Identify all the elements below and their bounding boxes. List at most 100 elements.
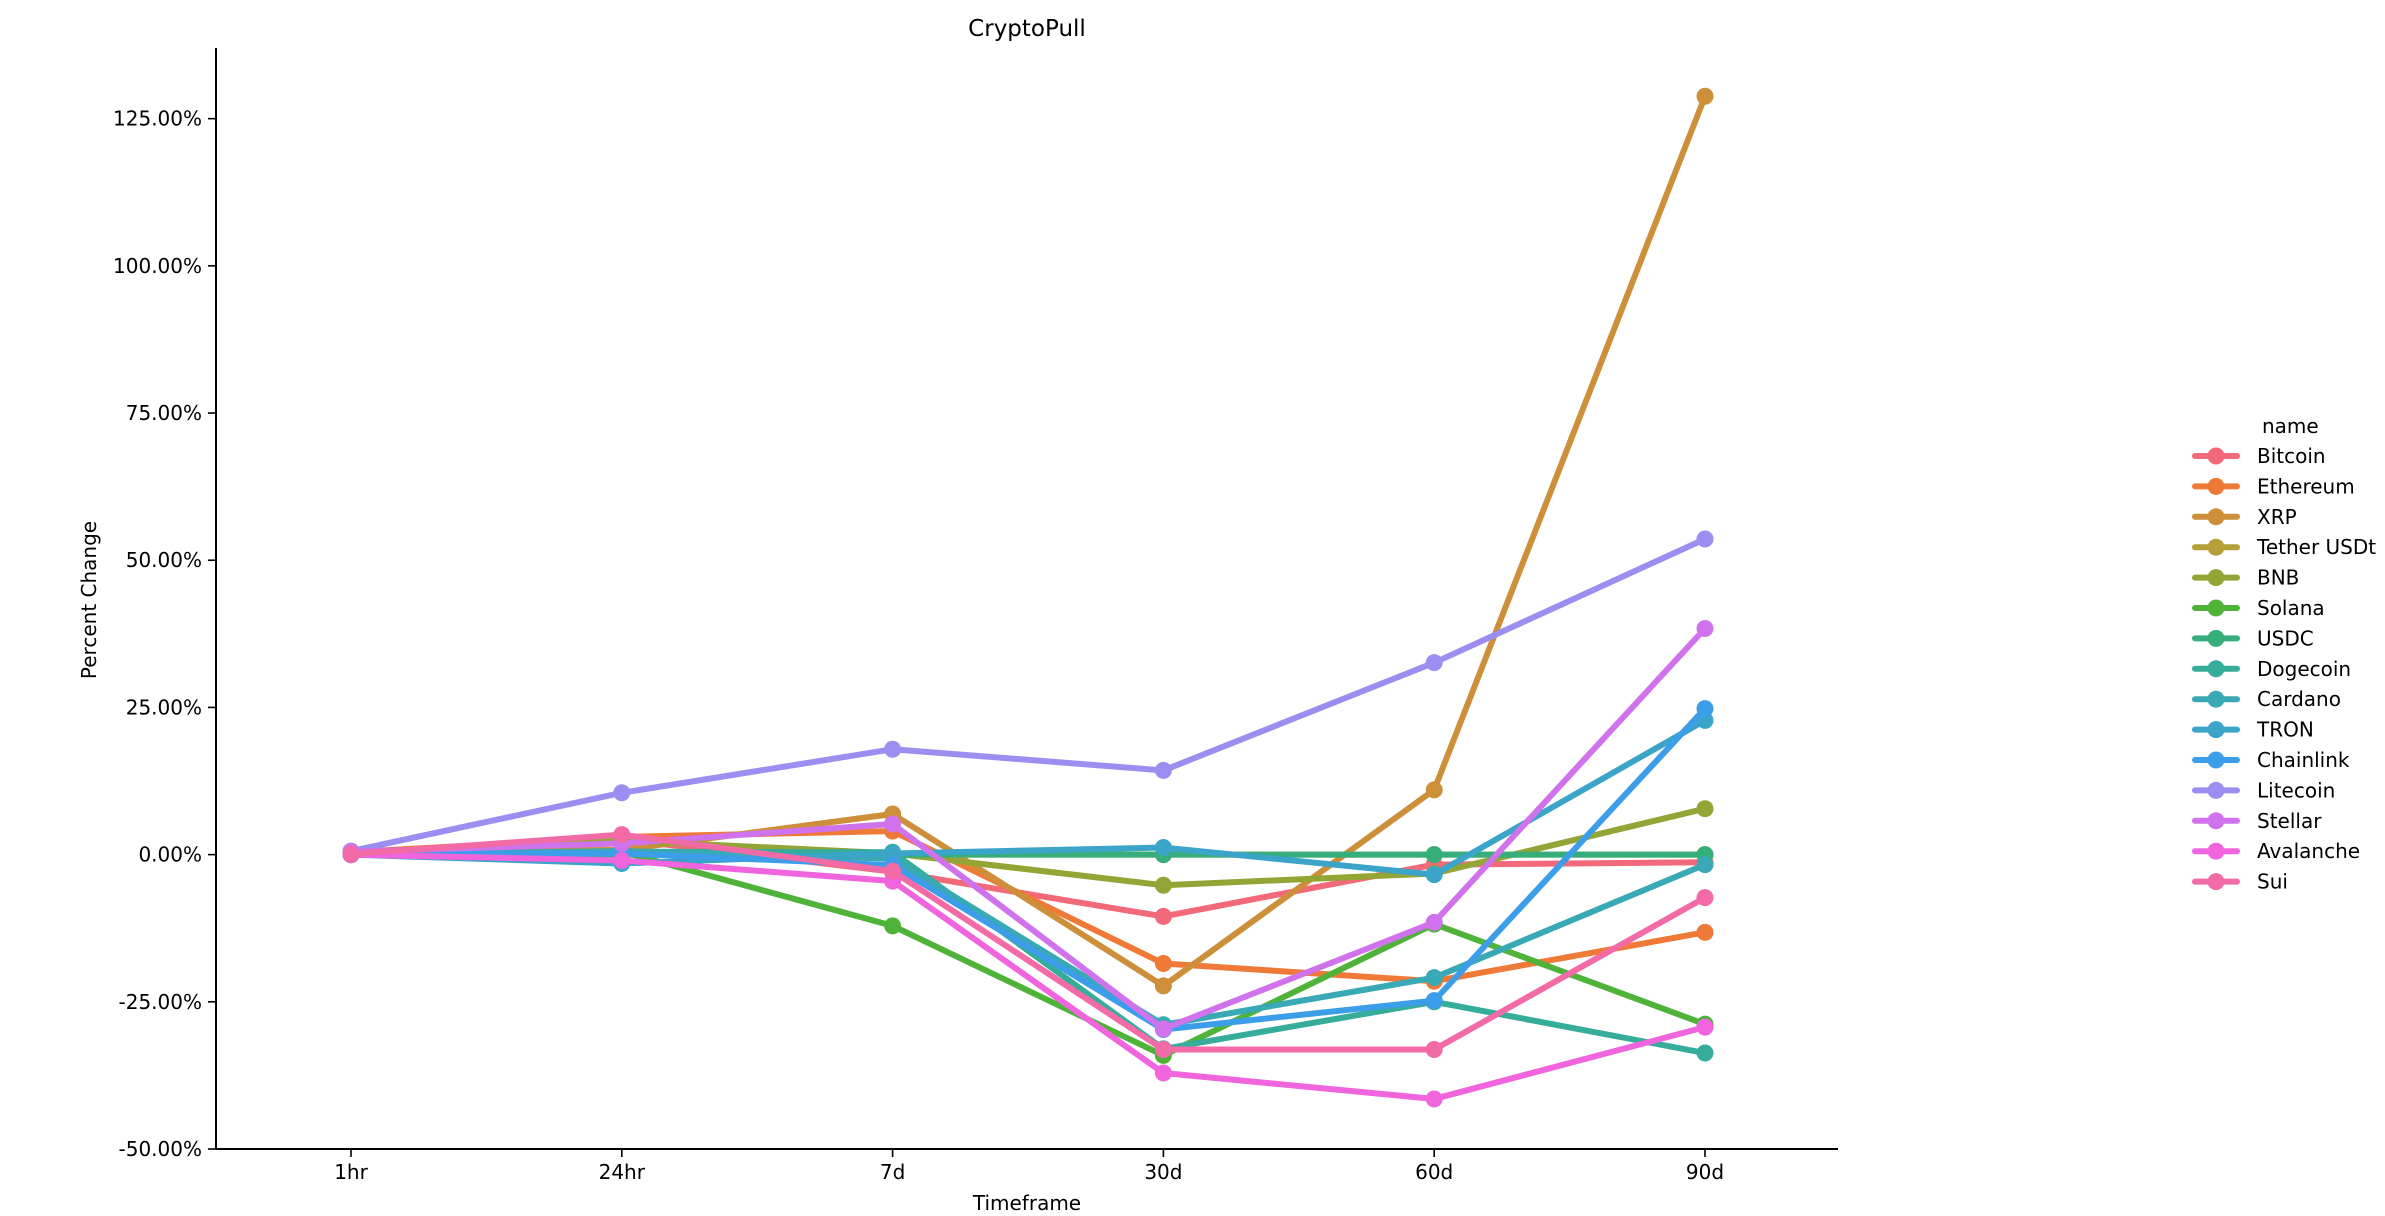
legend-swatch-marker — [2207, 873, 2225, 891]
legend-label: Sui — [2257, 870, 2288, 894]
y-tick-label: 25.00% — [126, 695, 202, 719]
legend-label: USDC — [2257, 626, 2314, 650]
data-point — [613, 852, 631, 870]
legend-label: Bitcoin — [2257, 444, 2326, 468]
data-point — [613, 826, 631, 844]
data-point — [1696, 530, 1714, 548]
series-line — [348, 536, 1708, 855]
data-point — [1425, 781, 1443, 799]
y-tick-label: 100.00% — [113, 254, 202, 278]
legend-item: Chainlink — [2192, 748, 2350, 772]
data-point — [1425, 866, 1443, 884]
series-line — [348, 851, 1708, 1102]
x-tick-label: 30d — [1144, 1160, 1182, 1184]
legend-label: BNB — [2257, 566, 2299, 590]
data-point — [1154, 955, 1172, 973]
legend-swatch-marker — [2207, 660, 2225, 678]
legend-label: Solana — [2257, 596, 2325, 620]
y-tick-label: -50.00% — [119, 1137, 202, 1161]
data-point — [1425, 913, 1443, 931]
y-axis-label: Percent Change — [77, 521, 101, 679]
data-point — [1425, 1040, 1443, 1058]
legend-label: Litecoin — [2257, 778, 2335, 802]
data-point — [1154, 907, 1172, 925]
legend-label: Stellar — [2257, 809, 2322, 833]
data-point — [884, 815, 902, 833]
legend-swatch-marker — [2207, 538, 2225, 556]
x-tick-label: 24hr — [599, 1160, 646, 1184]
series-line — [348, 705, 1708, 1033]
legend-label: Chainlink — [2257, 748, 2350, 772]
data-point — [1154, 839, 1172, 857]
legend-swatch-marker — [2207, 690, 2225, 708]
legend-swatch-marker — [2207, 721, 2225, 739]
data-point — [1154, 1020, 1172, 1038]
legend-swatch-marker — [2207, 477, 2225, 495]
series-line — [348, 831, 1708, 1053]
legend-label: Dogecoin — [2257, 657, 2351, 681]
legend-swatch-marker — [2207, 751, 2225, 769]
data-point — [1154, 876, 1172, 894]
data-point — [884, 862, 902, 880]
data-point — [342, 845, 360, 863]
data-point — [613, 784, 631, 802]
legend-swatch-marker — [2207, 508, 2225, 526]
legend-swatch-marker — [2207, 629, 2225, 647]
legend-item: XRP — [2192, 505, 2297, 529]
data-point — [1154, 977, 1172, 995]
legend-label: Ethereum — [2257, 474, 2355, 498]
data-point — [1696, 856, 1714, 874]
series-line — [348, 848, 1708, 1028]
data-point — [1696, 620, 1714, 638]
legend-label: Avalanche — [2257, 839, 2360, 863]
data-point — [884, 844, 902, 862]
legend-title: name — [2262, 414, 2319, 438]
legend-item: Sui — [2192, 870, 2288, 894]
series-litecoin — [342, 530, 1714, 860]
y-tick-label: -25.00% — [119, 990, 202, 1014]
legend-item: Ethereum — [2192, 474, 2355, 498]
legend-swatch-marker — [2207, 842, 2225, 860]
legend-item: Stellar — [2192, 809, 2322, 833]
legend-label: XRP — [2257, 505, 2297, 529]
legend-label: Cardano — [2257, 687, 2341, 711]
legend-swatch-marker — [2207, 599, 2225, 617]
legend-item: Litecoin — [2192, 778, 2335, 802]
x-tick-label: 7d — [880, 1160, 905, 1184]
data-point — [1696, 800, 1714, 818]
legend-label: Tether USDt — [2256, 535, 2376, 559]
legend-item: Solana — [2192, 596, 2325, 620]
legend-item: Dogecoin — [2192, 657, 2351, 681]
x-axis-label: Timeframe — [972, 1191, 1081, 1212]
legend-swatch-marker — [2207, 569, 2225, 587]
data-point — [1425, 1090, 1443, 1108]
y-tick-label: 75.00% — [126, 401, 202, 425]
axes: -50.00% -25.00% 0.00% 25.00% 50.00% 75.00% 100… — [113, 48, 1838, 1184]
legend-item: BNB — [2192, 566, 2299, 590]
data-point — [1154, 761, 1172, 779]
x-tick-label: 1hr — [334, 1160, 368, 1184]
data-point — [884, 917, 902, 935]
legend-item: USDC — [2192, 626, 2314, 650]
data-point — [1696, 1044, 1714, 1062]
series-avalanche — [342, 846, 1714, 1108]
legend-swatch-marker — [2207, 812, 2225, 830]
data-point — [1425, 969, 1443, 987]
legend-swatch-marker — [2207, 447, 2225, 465]
data-point — [884, 740, 902, 758]
legend-item: Cardano — [2192, 687, 2341, 711]
data-point — [1425, 846, 1443, 864]
legend: name Bitcoin Ethereum XRP Tether USDt BNB Sol… — [2192, 414, 2376, 894]
data-point — [1696, 923, 1714, 941]
data-point — [1696, 889, 1714, 907]
data-point — [1425, 654, 1443, 672]
legend-item: Tether USDt — [2192, 535, 2376, 559]
legend-swatch-marker — [2207, 781, 2225, 799]
y-tick-label: 0.00% — [138, 843, 202, 867]
data-point — [1696, 700, 1714, 718]
legend-item: TRON — [2192, 718, 2314, 742]
data-point — [1154, 1064, 1172, 1082]
y-tick-label: 50.00% — [126, 548, 202, 572]
